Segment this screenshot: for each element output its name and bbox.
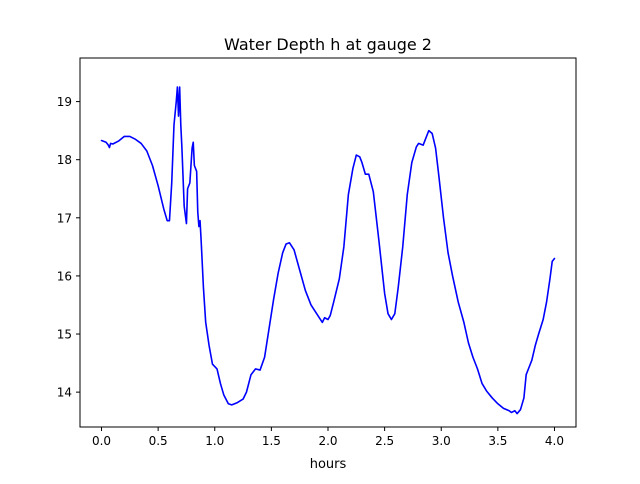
x-tick-label: 3.5 xyxy=(488,434,507,448)
y-tick-label: 18 xyxy=(57,153,72,167)
y-axis: 14 15 16 17 18 19 xyxy=(57,95,80,400)
x-tick-label: 0.0 xyxy=(92,434,111,448)
x-tick-label: 3.0 xyxy=(432,434,451,448)
x-tick-label: 1.0 xyxy=(205,434,224,448)
x-tick-label: 2.5 xyxy=(375,434,394,448)
x-tick-label: 0.5 xyxy=(149,434,168,448)
x-tick-label: 2.0 xyxy=(318,434,337,448)
x-tick-label: 1.5 xyxy=(262,434,281,448)
x-tick-label: 4.0 xyxy=(545,434,564,448)
y-tick-label: 15 xyxy=(57,328,72,342)
y-tick-label: 19 xyxy=(57,95,72,109)
axes-frame xyxy=(79,57,577,428)
plot-area xyxy=(100,86,556,415)
y-tick-label: 16 xyxy=(57,269,72,283)
x-axis-label: hours xyxy=(310,457,347,472)
y-tick-label: 17 xyxy=(57,211,72,225)
x-axis: 0.0 0.5 1.0 1.5 2.0 2.5 3.0 3.5 4.0 xyxy=(92,427,564,448)
series-line-0 xyxy=(100,86,556,415)
chart-title: Water Depth h at gauge 2 xyxy=(224,35,432,54)
y-tick-label: 14 xyxy=(57,386,72,400)
